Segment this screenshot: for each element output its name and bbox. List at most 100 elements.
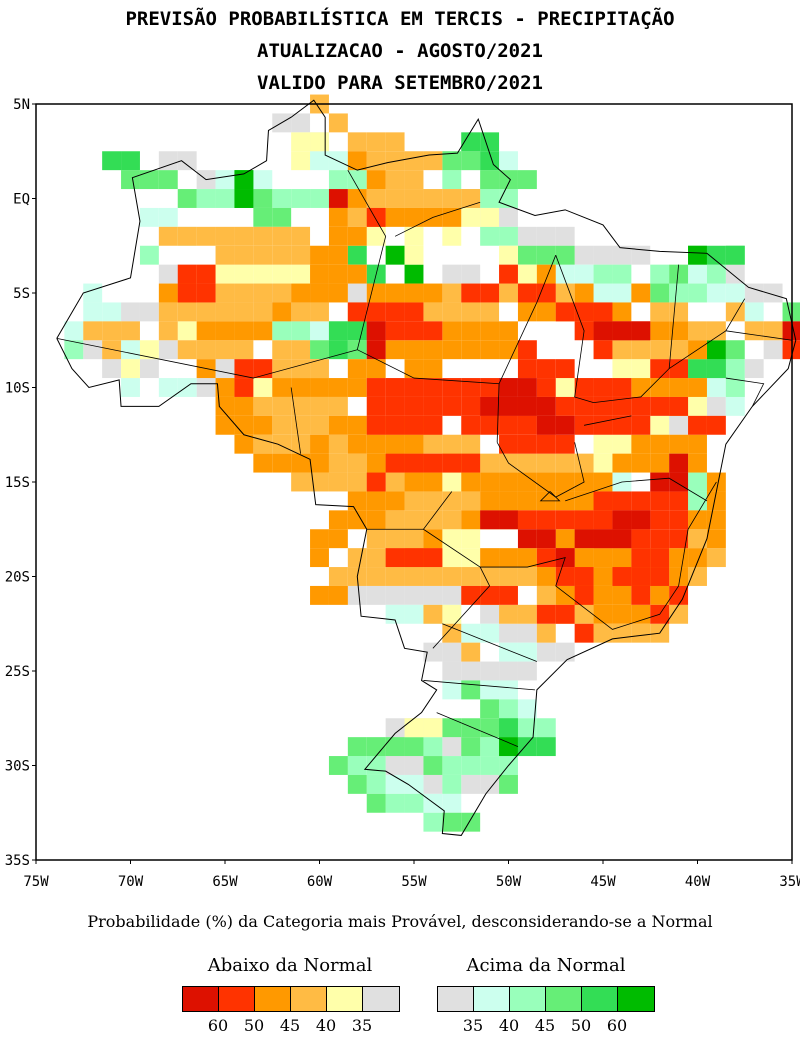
grid-cell-below_40 (291, 226, 311, 246)
grid-cell-below_50 (593, 510, 613, 530)
grid-cell-below_40 (517, 453, 537, 473)
grid-cell-above_40 (461, 623, 481, 643)
grid-cell-above_35 (291, 113, 311, 133)
grid-cell-below_40 (215, 340, 235, 360)
grid-cell-above_35 (442, 737, 462, 757)
grid-cell-above_40 (593, 283, 613, 303)
legend-below-tick-label: 60 (207, 1016, 229, 1035)
lon-tick-label: 60W (307, 874, 333, 890)
grid-cell-above_35 (158, 151, 178, 171)
grid-cell-above_50 (461, 680, 481, 700)
legend-below-swatch (291, 987, 327, 1011)
grid-cell-below_35 (612, 434, 632, 454)
grid-cell-below_40 (177, 340, 197, 360)
grid-cell-below_45 (688, 434, 707, 454)
grid-cell-below_45 (215, 321, 235, 341)
grid-cell-below_40 (253, 434, 273, 454)
grid-cell-below_40 (517, 604, 537, 624)
grid-cell-below_60 (499, 396, 518, 416)
grid-cell-above_45 (64, 340, 84, 360)
grid-cell-below_45 (650, 585, 670, 605)
grid-cell-above_50 (310, 340, 329, 360)
grid-cell-above_40 (310, 321, 329, 341)
grid-cell-above_40 (404, 604, 424, 624)
grid-cell-above_35 (725, 264, 745, 284)
grid-cell-above_60 (706, 359, 726, 379)
grid-cell-below_40 (650, 340, 670, 360)
grid-cell-below_45 (404, 283, 424, 303)
grid-cell-above_50 (139, 170, 159, 190)
grid-cell-below_50 (669, 585, 689, 605)
grid-cell-above_60 (347, 321, 367, 341)
grid-cell-below_50 (404, 453, 424, 473)
grid-cell-above_40 (725, 283, 745, 303)
grid-cell-below_50 (536, 510, 556, 530)
grid-cell-below_50 (442, 378, 462, 397)
grid-cell-below_40 (347, 453, 367, 473)
grid-cell-above_50 (517, 245, 537, 265)
grid-cell-below_50 (517, 434, 537, 454)
state-border-line (725, 377, 765, 407)
grid-cell-below_40 (215, 245, 235, 265)
grid-cell-below_40 (196, 226, 216, 246)
grid-cell-above_50 (499, 170, 518, 190)
grid-cell-below_40 (423, 189, 443, 208)
grid-cell-below_50 (404, 396, 424, 416)
grid-cell-below_35 (480, 207, 500, 227)
grid-cell-below_40 (423, 302, 443, 322)
legend-above-tick-label: 40 (498, 1016, 520, 1035)
grid-cell-below_40 (385, 510, 405, 530)
legend-below-swatch (363, 987, 399, 1011)
grid-cell-above_45 (442, 756, 462, 775)
grid-cell-below_35 (423, 718, 443, 738)
grid-cell-below_45 (158, 283, 178, 303)
grid-cell-below_50 (385, 378, 405, 397)
grid-cell-below_60 (499, 510, 518, 530)
grid-cell-above_60 (347, 245, 367, 265)
grid-cell-below_45 (310, 585, 329, 605)
grid-cell-below_45 (536, 472, 556, 492)
grid-cell-below_45 (328, 378, 348, 397)
legend-above-swatch (582, 987, 618, 1011)
grid-cell-below_45 (385, 340, 405, 360)
grid-cell-above_40 (499, 642, 518, 662)
grid-cell-above_40 (706, 378, 726, 397)
grid-cell-above_50 (328, 756, 348, 775)
grid-cell-above_40 (517, 642, 537, 662)
grid-cell-below_50 (517, 510, 537, 530)
grid-cell-below_40 (725, 302, 745, 322)
grid-cell-below_40 (555, 453, 575, 473)
grid-cell-below_45 (347, 189, 367, 208)
grid-cell-below_50 (499, 264, 518, 284)
grid-cell-below_45 (291, 378, 311, 397)
grid-cell-above_50 (404, 737, 424, 757)
grid-cell-below_45 (310, 548, 329, 568)
grid-cell-below_40 (291, 415, 311, 435)
grid-cell-below_60 (517, 396, 537, 416)
grid-cell-below_35 (555, 378, 575, 397)
grid-cell-above_60 (461, 132, 481, 152)
grid-cell-above_40 (725, 396, 745, 416)
grid-cell-below_45 (366, 359, 386, 379)
grid-cell-above_top (234, 170, 254, 190)
grid-cell-below_45 (215, 396, 235, 416)
grid-cell-below_45 (328, 510, 348, 530)
grid-cell-below_40 (480, 302, 500, 322)
grid-cell-below_50 (404, 378, 424, 397)
grid-cell-below_40 (385, 567, 405, 586)
grid-cell-below_40 (366, 548, 386, 568)
grid-cell-above_60 (499, 718, 518, 738)
grid-cell-below_50 (593, 340, 613, 360)
grid-cell-below_50 (366, 396, 386, 416)
grid-cell-below_50 (536, 604, 556, 624)
grid-cell-below_40 (366, 151, 386, 171)
grid-cell-above_45 (669, 283, 689, 303)
grid-cell-below_50 (366, 302, 386, 322)
grid-cell-below_35 (650, 415, 670, 435)
grid-cell-below_50 (385, 302, 405, 322)
grid-cell-above_40 (442, 680, 462, 700)
grid-cell-below_50 (555, 434, 575, 454)
grid-cell-below_50 (499, 434, 518, 454)
grid-cell-below_40 (328, 396, 348, 416)
grid-cell-below_45 (196, 321, 216, 341)
